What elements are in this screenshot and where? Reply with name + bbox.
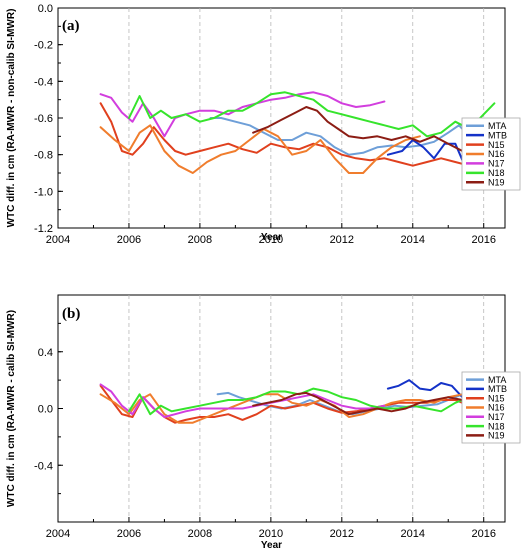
x-tick-label: 2006: [117, 234, 141, 246]
y-axis-title: WTC diff. in cm (RA-MWR - calib SI-MWR): [6, 310, 17, 507]
x-axis-title: Year: [261, 232, 282, 243]
y-tick-label: -0.6: [34, 113, 53, 125]
x-tick-label: 2014: [401, 528, 425, 540]
y-tick-label: -0.4: [34, 76, 53, 88]
legend-label: N17: [488, 412, 505, 422]
legend-label: N18: [488, 168, 505, 178]
x-tick-label: 2012: [330, 528, 354, 540]
panel-a: 2004 2006 2008 2010 2012 2014 2016 -1.2 -1.0 -0.8…: [6, 3, 521, 246]
legend-label: N19: [488, 177, 505, 187]
series-line-n19: [252, 391, 496, 416]
x-tick-label: 2016: [471, 528, 495, 540]
legend-label: MTA: [488, 375, 506, 385]
x-tick-label: 2012: [330, 234, 354, 246]
x-tick-label: 2016: [471, 234, 495, 246]
series-line-n19: [252, 106, 496, 152]
y-tick-label: 0.0: [38, 404, 53, 416]
legend-label: N18: [488, 421, 505, 431]
series-line-n18: [128, 91, 496, 138]
panel-label: (a): [62, 18, 80, 34]
legend-label: MTA: [488, 121, 506, 131]
series-line-n16: [99, 382, 496, 424]
panel-label: (b): [62, 306, 80, 322]
legend-label: N15: [488, 393, 505, 403]
series-line-n15: [99, 102, 496, 167]
y-tick-label: 0.4: [38, 347, 53, 359]
legend-label: MTB: [488, 130, 507, 140]
panel-b: 2004 2006 2008 2010 2012 2014 2016 -0.4 0.0 0.4 Ye…: [6, 294, 521, 550]
legend-label: N15: [488, 140, 505, 150]
x-tick-label: 2004: [46, 528, 70, 540]
y-tick-label: 0.0: [38, 3, 53, 15]
y-tick-label: -1.0: [34, 186, 53, 198]
series-line-n17: [99, 383, 386, 418]
y-tick-label: -1.2: [34, 223, 53, 235]
legend-label: N19: [488, 431, 505, 441]
series-line-n16: [99, 124, 421, 174]
legend-label: N17: [488, 159, 505, 169]
y-axis-title: WTC diff. in cm (RA-MWR - non-calib SI-M…: [6, 9, 17, 228]
y-tick-label: -0.2: [34, 40, 53, 52]
x-tick-label: 2006: [117, 528, 141, 540]
x-tick-label: 2008: [188, 528, 212, 540]
x-tick-label: 2014: [401, 234, 425, 246]
y-tick-label: -0.8: [34, 150, 53, 162]
series-line-n17: [99, 91, 386, 138]
y-tick-label: -0.4: [34, 460, 53, 472]
legend-label: MTB: [488, 384, 507, 394]
x-tick-label: 2004: [46, 234, 70, 246]
x-tick-label: 2008: [188, 234, 212, 246]
plot-area: [57, 7, 506, 229]
x-tick-label: 2010: [259, 528, 283, 540]
x-tick-label: 2010: [259, 234, 283, 246]
legend-box: [461, 371, 521, 444]
legend-label: N16: [488, 403, 505, 413]
series-line-mta: [209, 117, 496, 156]
x-axis-title: Year: [261, 540, 282, 550]
legend-label: N16: [488, 149, 505, 159]
series-line-n18: [128, 387, 496, 416]
